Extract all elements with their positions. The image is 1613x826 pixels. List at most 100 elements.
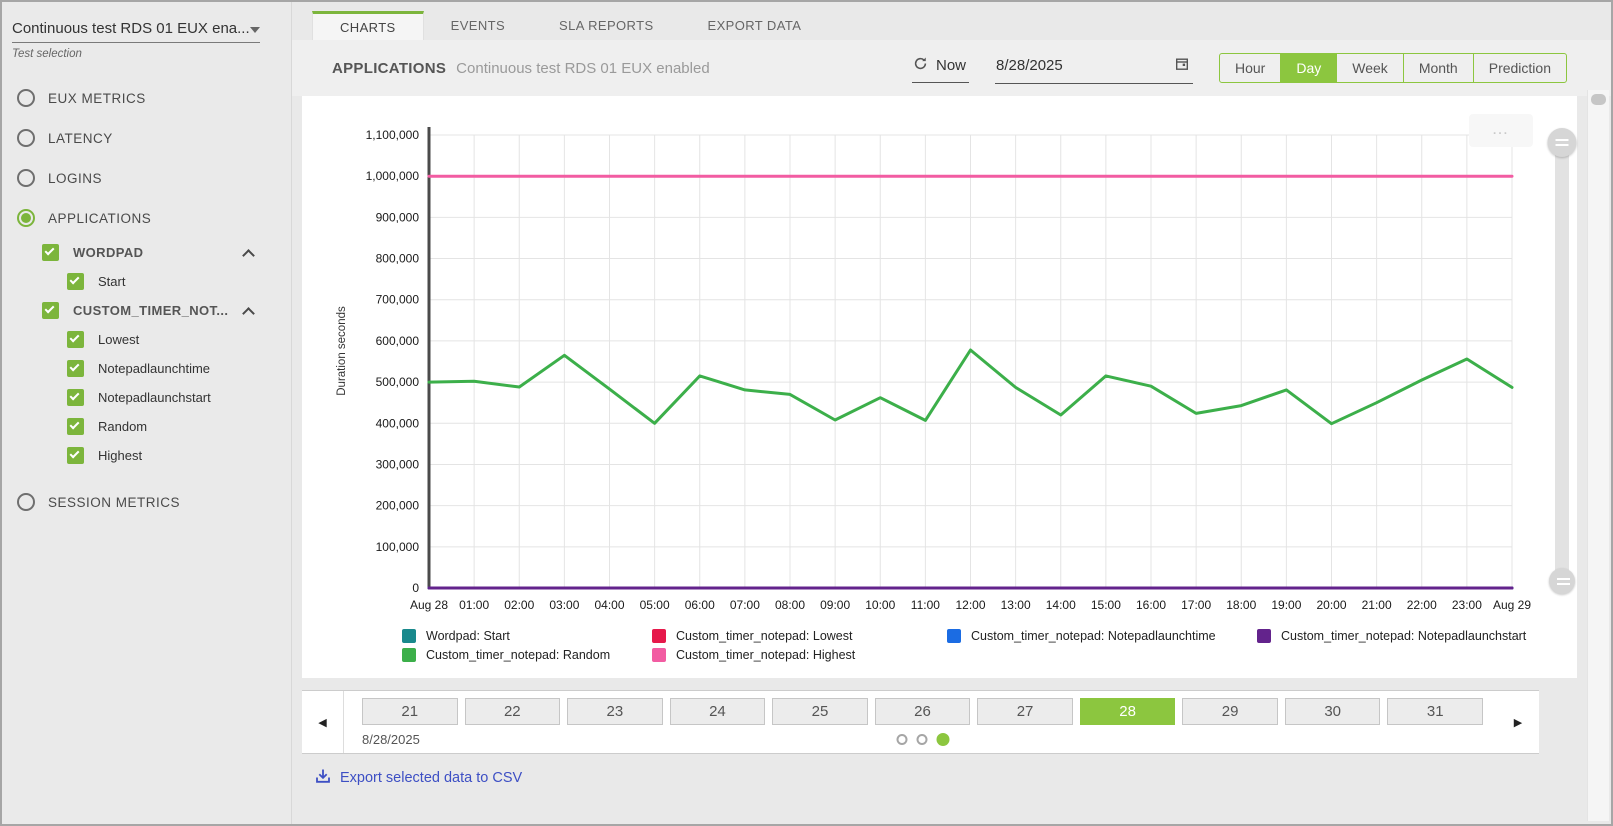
- radio-icon[interactable]: [17, 493, 35, 511]
- refresh-now-button[interactable]: Now: [912, 53, 969, 83]
- previous-days-button[interactable]: ◀: [302, 691, 344, 753]
- sidebar-item-eux-metrics[interactable]: EUX METRICS: [12, 78, 291, 118]
- checkbox-icon[interactable]: [67, 418, 84, 435]
- applications-duration-chart: 0100,000200,000300,000400,000500,000600,…: [312, 110, 1562, 615]
- legend-label: Wordpad: Start: [426, 629, 510, 643]
- svg-text:03:00: 03:00: [549, 598, 579, 612]
- range-button-day[interactable]: Day: [1280, 54, 1336, 82]
- item-label: Random: [98, 419, 147, 434]
- legend-label: Custom_timer_notepad: Random: [426, 648, 610, 662]
- tab-events[interactable]: EVENTS: [424, 11, 532, 40]
- scrollbar-thumb[interactable]: [1591, 94, 1606, 105]
- sidebar-item-applications[interactable]: APPLICATIONS: [12, 198, 291, 238]
- tab-charts[interactable]: CHARTS: [312, 11, 424, 40]
- legend-item-custom-timer-notepad-highest[interactable]: Custom_timer_notepad: Highest: [652, 648, 947, 662]
- export-csv-link[interactable]: Export selected data to CSV: [314, 767, 1611, 789]
- date-input[interactable]: 8/28/2025: [995, 53, 1193, 84]
- svg-text:400,000: 400,000: [376, 416, 420, 430]
- vertical-scrollbar[interactable]: [1587, 90, 1609, 821]
- checkbox-item-highest[interactable]: Highest: [12, 441, 291, 470]
- calendar-icon[interactable]: [1174, 56, 1190, 76]
- next-arrow-icon: ▶: [1514, 716, 1522, 729]
- day-button-27[interactable]: 27: [977, 698, 1073, 725]
- legend-item-custom-timer-notepad-notepadlaunchtime[interactable]: Custom_timer_notepad: Notepadlaunchtime: [947, 629, 1257, 643]
- sidebar-item-session-metrics[interactable]: SESSION METRICS: [12, 482, 291, 522]
- legend-item-custom-timer-notepad-notepadlaunchstart[interactable]: Custom_timer_notepad: Notepadlaunchstart: [1257, 629, 1577, 643]
- radio-icon[interactable]: [17, 129, 35, 147]
- day-button-29[interactable]: 29: [1182, 698, 1278, 725]
- sidebar-item-latency[interactable]: LATENCY: [12, 118, 291, 158]
- radio-icon[interactable]: [17, 89, 35, 107]
- legend-item-wordpad-start[interactable]: Wordpad: Start: [402, 629, 652, 643]
- range-button-prediction[interactable]: Prediction: [1473, 54, 1566, 82]
- chevron-up-icon[interactable]: [242, 307, 255, 320]
- tab-sla-reports[interactable]: SLA REPORTS: [532, 11, 680, 40]
- chevron-up-icon[interactable]: [242, 249, 255, 262]
- pager-dot-2[interactable]: [916, 734, 927, 745]
- sidebar-item-logins[interactable]: LOGINS: [12, 158, 291, 198]
- day-picker-footer: 8/28/2025: [362, 725, 1483, 753]
- legend-swatch: [947, 629, 961, 643]
- item-label: Notepadlaunchtime: [98, 361, 210, 376]
- legend-swatch: [652, 629, 666, 643]
- radio-icon[interactable]: [17, 209, 35, 227]
- test-selection-label: Test selection: [12, 48, 291, 60]
- day-button-30[interactable]: 30: [1285, 698, 1381, 725]
- svg-text:07:00: 07:00: [730, 598, 760, 612]
- day-button-24[interactable]: 24: [670, 698, 766, 725]
- checkbox-item-wordpad[interactable]: WORDPAD: [12, 238, 291, 267]
- day-picker-body: 21 2223 2425 2627 2829 3031 8/28/2025: [344, 691, 1497, 753]
- range-button-week[interactable]: Week: [1336, 54, 1403, 82]
- range-button-month[interactable]: Month: [1403, 54, 1473, 82]
- tab-export-data[interactable]: EXPORT DATA: [681, 11, 829, 40]
- legend-item-custom-timer-notepad-lowest[interactable]: Custom_timer_notepad: Lowest: [652, 629, 947, 643]
- day-button-28[interactable]: 28: [1080, 698, 1176, 725]
- legend-label: Custom_timer_notepad: Notepadlaunchstart: [1281, 629, 1526, 643]
- checkbox-icon[interactable]: [67, 273, 84, 290]
- slider-handle-bottom[interactable]: [1549, 568, 1575, 594]
- day-button-23[interactable]: 23: [567, 698, 663, 725]
- checkbox-item-random[interactable]: Random: [12, 412, 291, 441]
- checkbox-icon[interactable]: [42, 302, 59, 319]
- slider-handle-top[interactable]: [1548, 128, 1577, 157]
- range-button-hour[interactable]: Hour: [1220, 54, 1280, 82]
- pager-dot-3[interactable]: [936, 733, 949, 746]
- legend-item-custom-timer-notepad-random[interactable]: Custom_timer_notepad: Random: [402, 648, 652, 662]
- next-days-button[interactable]: ▶: [1497, 691, 1539, 753]
- checkbox-icon[interactable]: [67, 331, 84, 348]
- svg-text:17:00: 17:00: [1181, 598, 1211, 612]
- item-label: Lowest: [98, 332, 139, 347]
- day-button-22[interactable]: 22: [465, 698, 561, 725]
- checkbox-icon[interactable]: [67, 360, 84, 377]
- item-label: APPLICATIONS: [48, 211, 151, 226]
- tab-bar: CHARTSEVENTSSLA REPORTSEXPORT DATA: [292, 2, 1611, 40]
- radio-icon[interactable]: [17, 169, 35, 187]
- day-button-31[interactable]: 31: [1387, 698, 1483, 725]
- svg-text:300,000: 300,000: [376, 457, 420, 471]
- checkbox-item-notepadlaunchtime[interactable]: Notepadlaunchtime: [12, 354, 291, 383]
- item-label: LATENCY: [48, 131, 113, 146]
- day-button-25[interactable]: 25: [772, 698, 868, 725]
- day-button-26[interactable]: 26: [875, 698, 971, 725]
- prev-arrow-icon: ◀: [318, 716, 326, 729]
- legend-label: Custom_timer_notepad: Highest: [676, 648, 855, 662]
- svg-text:02:00: 02:00: [504, 598, 534, 612]
- refresh-now-label: Now: [936, 57, 966, 74]
- caret-down-icon: [250, 27, 260, 33]
- range-button-group: HourDayWeekMonthPrediction: [1219, 53, 1567, 83]
- checkbox-item-start[interactable]: Start: [12, 267, 291, 296]
- checkbox-icon[interactable]: [42, 244, 59, 261]
- checkbox-item-lowest[interactable]: Lowest: [12, 325, 291, 354]
- chart-zoom-slider[interactable]: [1555, 132, 1569, 588]
- chart-menu-button[interactable]: …: [1469, 114, 1533, 147]
- checkbox-item-custom-timer-not[interactable]: CUSTOM_TIMER_NOT...: [12, 296, 291, 325]
- checkbox-icon[interactable]: [67, 389, 84, 406]
- checkbox-icon[interactable]: [67, 447, 84, 464]
- pager-dot-1[interactable]: [896, 734, 907, 745]
- svg-text:600,000: 600,000: [376, 334, 420, 348]
- svg-text:500,000: 500,000: [376, 375, 420, 389]
- checkbox-item-notepadlaunchstart[interactable]: Notepadlaunchstart: [12, 383, 291, 412]
- svg-text:18:00: 18:00: [1226, 598, 1256, 612]
- test-selection-dropdown[interactable]: Continuous test RDS 01 EUX ena...: [12, 18, 260, 43]
- day-button-21[interactable]: 21: [362, 698, 458, 725]
